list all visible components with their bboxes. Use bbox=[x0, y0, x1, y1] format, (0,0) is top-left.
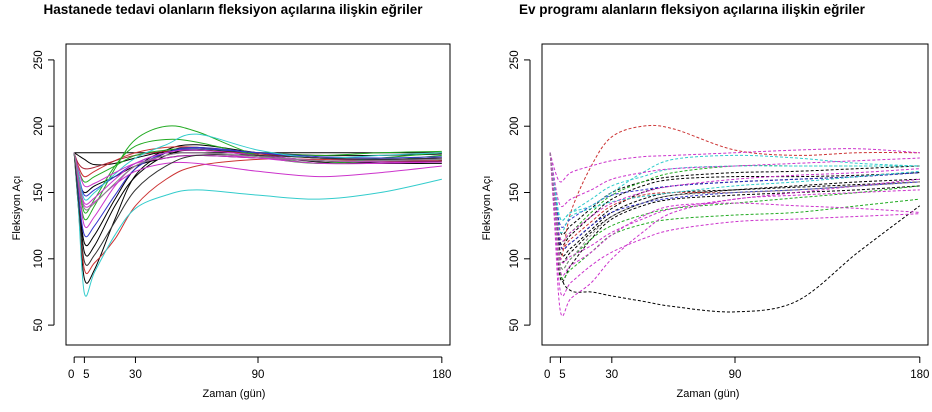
series-line bbox=[549, 152, 920, 264]
series-line bbox=[73, 152, 442, 211]
series-line bbox=[73, 148, 442, 183]
series-line bbox=[549, 152, 920, 297]
chart-title: Ev programı alanların fleksiyon açıların… bbox=[519, 2, 866, 17]
x-axis: 0 5 30 90 180 bbox=[544, 356, 929, 381]
x-axis: 0 5 30 90 180 bbox=[68, 356, 451, 381]
y-tick-label: 250 bbox=[509, 50, 521, 69]
series-line bbox=[549, 152, 920, 249]
series-line bbox=[549, 152, 920, 277]
series-line bbox=[549, 152, 920, 317]
x-tick-label: 90 bbox=[729, 369, 742, 381]
chart-panel-left: Hastanede tedavi olanların fleksiyon açı… bbox=[11, 2, 451, 400]
y-axis: 50 100 150 200 250 bbox=[509, 50, 531, 332]
x-tick-label: 30 bbox=[129, 369, 142, 381]
series-line bbox=[549, 152, 920, 228]
y-axis-label: Fleksiyon Açı bbox=[481, 176, 493, 241]
series-line bbox=[549, 152, 920, 250]
series-line bbox=[549, 152, 920, 208]
series-line bbox=[549, 152, 920, 283]
series-line bbox=[73, 152, 442, 194]
plot-frame bbox=[541, 43, 929, 346]
x-tick-label: 180 bbox=[910, 369, 929, 381]
series-line bbox=[549, 152, 920, 221]
series-line bbox=[73, 125, 442, 221]
y-tick-label: 150 bbox=[33, 183, 45, 202]
x-tick-label: 30 bbox=[605, 369, 618, 381]
series-group bbox=[549, 124, 921, 317]
x-axis-label: Zaman (gün) bbox=[203, 388, 266, 400]
series-group bbox=[73, 125, 442, 297]
chart-title: Hastanede tedavi olanların fleksiyon açı… bbox=[44, 2, 424, 17]
x-tick-label: 0 bbox=[68, 369, 74, 381]
series-line bbox=[549, 152, 920, 263]
y-tick-label: 100 bbox=[33, 249, 45, 268]
series-line bbox=[73, 146, 442, 284]
y-tick-label: 200 bbox=[33, 117, 45, 136]
x-tick-label: 5 bbox=[559, 369, 565, 381]
x-axis-label: Zaman (gün) bbox=[677, 388, 740, 400]
chart-right: Ev programı alanların fleksiyon açıların… bbox=[481, 2, 929, 400]
series-line bbox=[73, 152, 442, 208]
series-line bbox=[549, 152, 920, 250]
series-line bbox=[549, 152, 920, 236]
plot-frame bbox=[65, 43, 451, 346]
y-tick-label: 50 bbox=[509, 319, 521, 332]
x-tick-label: 180 bbox=[432, 369, 451, 381]
y-tick-label: 150 bbox=[509, 183, 521, 202]
x-tick-label: 5 bbox=[83, 369, 89, 381]
series-line bbox=[549, 152, 920, 270]
x-tick-label: 90 bbox=[252, 369, 265, 381]
series-line bbox=[549, 152, 920, 246]
series-line bbox=[73, 152, 442, 297]
series-line bbox=[549, 152, 920, 270]
series-line bbox=[549, 152, 920, 222]
series-line bbox=[549, 152, 920, 242]
series-line bbox=[549, 152, 920, 257]
y-tick-label: 100 bbox=[509, 249, 521, 268]
series-line bbox=[549, 152, 921, 313]
y-tick-label: 200 bbox=[509, 117, 521, 136]
y-tick-label: 250 bbox=[33, 50, 45, 69]
series-line bbox=[549, 152, 920, 280]
x-tick-label: 0 bbox=[544, 369, 550, 381]
series-line bbox=[73, 152, 442, 275]
series-line bbox=[73, 152, 442, 266]
chart-left: Hastanede tedavi olanların fleksiyon açı… bbox=[11, 2, 451, 400]
chart-panel-right: Ev programı alanların fleksiyon açıların… bbox=[466, 0, 932, 412]
y-axis: 50 100 150 200 250 bbox=[33, 50, 55, 332]
y-axis-label: Fleksiyon Açı bbox=[11, 176, 23, 241]
series-line bbox=[549, 148, 920, 183]
y-tick-label: 50 bbox=[33, 319, 45, 332]
series-line bbox=[549, 152, 920, 234]
